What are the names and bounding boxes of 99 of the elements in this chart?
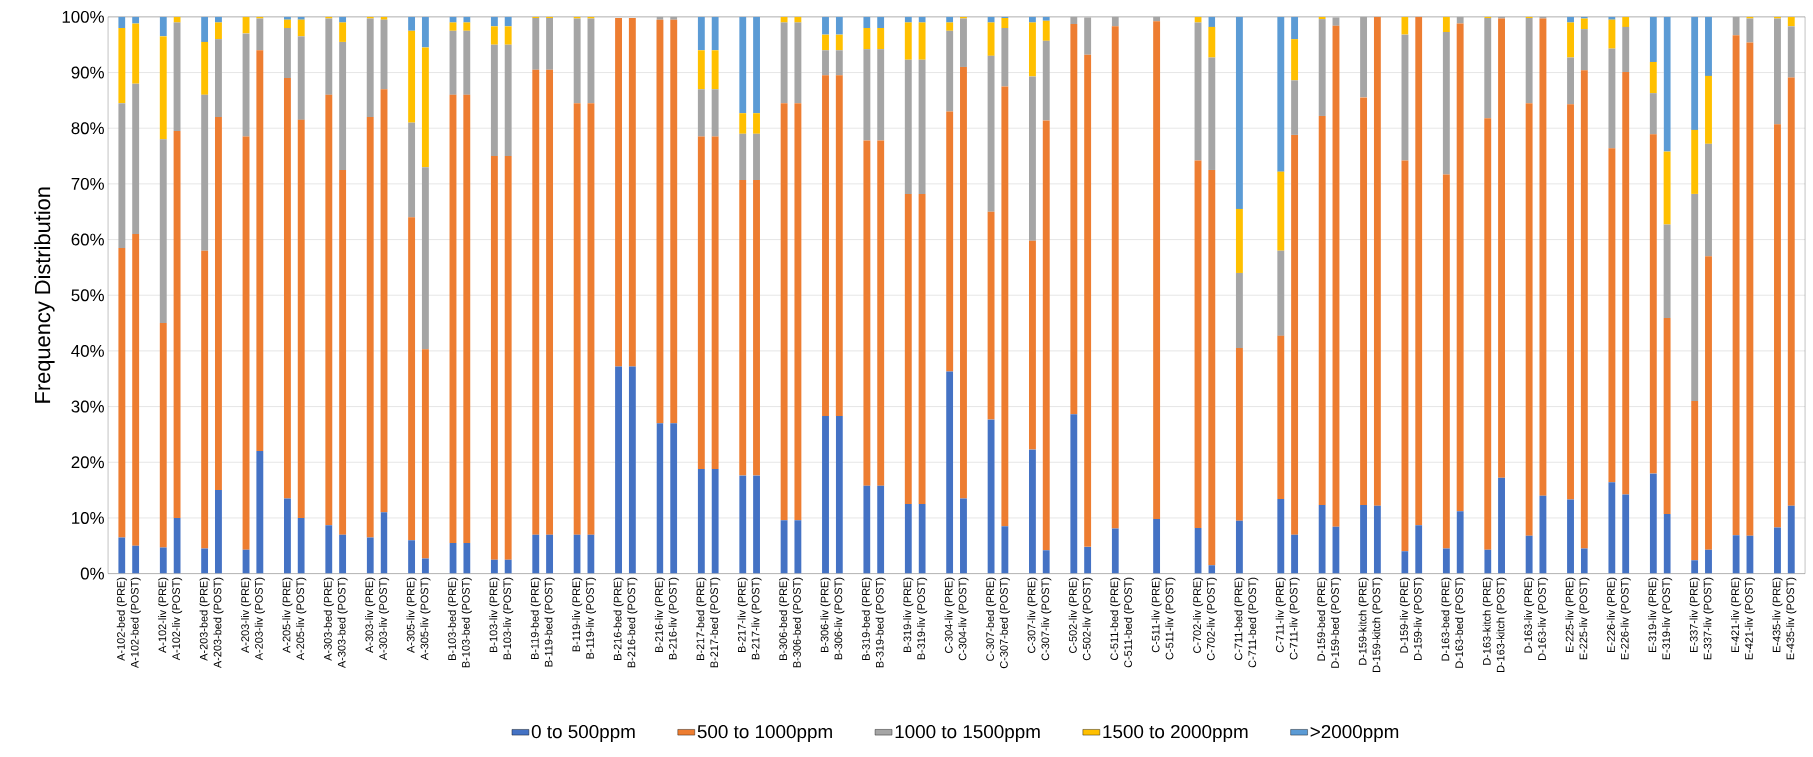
- x-tick-label: C-307-bed (POST): [999, 577, 1010, 669]
- x-tick-label: C-711-bed (POST): [1248, 577, 1259, 668]
- x-tick-label: B-319-liv (PRE): [903, 577, 914, 652]
- x-tick-label: E-337-liv (PRE): [1689, 577, 1700, 652]
- x-tick-label: A-205-liv (POST): [296, 577, 307, 661]
- x-tick-label: A-305-liv (POST): [420, 577, 431, 661]
- x-tick-label: D-159-bed (PRE): [1317, 577, 1328, 661]
- x-tick-label: A-203-liv (POST): [254, 577, 265, 661]
- legend-label: 500 to 1000ppm: [697, 724, 832, 742]
- x-tick-label: E-225-liv (PRE): [1565, 577, 1576, 652]
- x-tick-label: C-307-liv (POST): [1041, 577, 1052, 661]
- x-tick-label: A-102-liv (PRE): [158, 577, 169, 653]
- x-tick-label: C-511-liv (POST): [1165, 577, 1176, 660]
- x-tick-label: A-305-liv (PRE): [406, 577, 417, 653]
- x-tick-label: E-319-liv (POST): [1662, 577, 1673, 660]
- x-tick-label: D-163-liv (POST): [1537, 577, 1549, 660]
- y-tick-label: 40%: [71, 344, 104, 357]
- x-tick-label: C-511-bed (PRE): [1110, 577, 1121, 660]
- x-tick-label: C-511-liv (PRE): [1151, 577, 1162, 653]
- x-tick-label: B-103-liv (PRE): [489, 577, 500, 652]
- x-tick-label: D-159-liv (POST): [1413, 577, 1424, 660]
- y-tick-label: 100%: [62, 10, 104, 23]
- x-tick-label: A-102-bed (PRE): [116, 577, 127, 661]
- x-tick-label: E-435-liv (POST): [1786, 577, 1797, 660]
- x-tick-label: A-102-liv (POST): [171, 577, 183, 661]
- y-tick-label: 90%: [71, 66, 104, 79]
- x-tick-label: B-103-bed (PRE): [447, 577, 459, 660]
- y-tick-label: 50%: [71, 289, 104, 302]
- x-tick-label: C-511-bed (POST): [1123, 577, 1135, 668]
- y-tick-label: 80%: [71, 122, 104, 135]
- x-tick-label: C-307-liv (PRE): [1027, 577, 1038, 653]
- x-tick-label: D-163-kitch (PRE): [1482, 577, 1493, 665]
- x-tick-label: D-159-liv (PRE): [1399, 577, 1411, 653]
- x-tick-label: E-421-liv (PRE): [1731, 577, 1742, 652]
- x-tick-label: B-216-liv (PRE): [654, 577, 666, 652]
- x-tick-label: D-159-kitch (PRE): [1358, 577, 1369, 665]
- x-tick-label: E-421-liv (POST): [1744, 577, 1755, 660]
- x-tick-label: A-303-liv (PRE): [365, 577, 376, 653]
- y-tick-label: 10%: [72, 511, 104, 524]
- x-tick-label: E-226-liv (POST): [1620, 577, 1631, 660]
- x-tick-label: D-163-bed (POST): [1455, 577, 1466, 668]
- x-tick-label: B-306-liv (POST): [834, 577, 845, 660]
- x-tick-label: C-702-liv (PRE): [1192, 577, 1204, 653]
- x-tick-label: B-319-bed (PRE): [861, 577, 872, 660]
- x-tick-label: B-119-bed (PRE): [530, 577, 541, 660]
- x-tick-label: C-711-liv (POST): [1289, 577, 1300, 660]
- x-tick-label: C-702-liv (POST): [1206, 577, 1217, 661]
- x-tick-label: B-103-liv (POST): [503, 577, 514, 660]
- y-tick-label: 0%: [80, 567, 104, 580]
- legend-label: 1500 to 2000ppm: [1103, 724, 1248, 742]
- x-tick-label: A-102-bed (POST): [130, 577, 141, 668]
- x-tick-label: D-159-bed (POST): [1330, 577, 1342, 668]
- x-tick-label: B-217-liv (PRE): [737, 577, 748, 652]
- x-tick-label: A-303-bed (PRE): [323, 577, 334, 661]
- x-tick-label: E-319-liv (PRE): [1648, 577, 1659, 652]
- x-tick-label: C-502-liv (PRE): [1068, 577, 1079, 653]
- x-tick-label: A-303-bed (POST): [337, 577, 348, 668]
- y-tick-label: 70%: [71, 177, 104, 190]
- x-tick-label: B-217-bed (PRE): [696, 577, 707, 660]
- x-tick-label: B-306-bed (POST): [792, 577, 803, 668]
- x-tick-label: B-216-bed (PRE): [613, 577, 624, 660]
- x-tick-label: D-163-bed (PRE): [1441, 577, 1452, 661]
- x-tick-label: B-216-bed (POST): [627, 577, 638, 668]
- x-tick-label: C-307-bed (PRE): [985, 577, 997, 661]
- x-tick-label: C-711-liv (PRE): [1275, 577, 1286, 653]
- x-tick-label: A-203-liv (PRE): [240, 577, 252, 653]
- x-tick-label: B-119-liv (PRE): [572, 577, 583, 652]
- y-axis-title: Frequency Distribution: [34, 187, 55, 403]
- legend-label: 1000 to 1500ppm: [895, 724, 1040, 742]
- legend-label: 0 to 500ppm: [531, 724, 635, 742]
- x-tick-label: B-103-bed (POST): [461, 577, 472, 668]
- x-tick-label: E-337-liv (POST): [1703, 577, 1714, 660]
- x-tick-label: D-159-kitch (POST): [1372, 577, 1383, 672]
- x-tick-label: A-303-liv (POST): [378, 577, 390, 661]
- x-tick-label: D-163-kitch (POST): [1496, 577, 1507, 672]
- x-tick-label: B-119-liv (POST): [585, 577, 597, 659]
- x-tick-label: C-304-liv (PRE): [944, 577, 955, 653]
- x-tick-label: B-217-bed (POST): [710, 577, 721, 668]
- y-tick-label: 60%: [71, 233, 104, 246]
- x-tick-label: E-435-liv (PRE): [1772, 577, 1783, 652]
- x-tick-label: C-711-bed (PRE): [1234, 577, 1245, 660]
- x-tick-label: A-205-liv (PRE): [282, 577, 293, 653]
- x-tick-label: A-203-bed (PRE): [199, 577, 210, 661]
- x-tick-label: B-119-bed (POST): [544, 577, 555, 667]
- x-tick-label: B-319-liv (POST): [917, 577, 928, 660]
- x-tick-label: B-306-liv (PRE): [820, 577, 831, 652]
- x-tick-label: B-319-bed (POST): [875, 577, 886, 668]
- x-tick-label: A-203-bed (POST): [213, 577, 224, 668]
- x-tick-label: B-306-bed (PRE): [779, 577, 790, 660]
- y-tick-label: 30%: [71, 400, 104, 413]
- x-tick-label: B-216-liv (POST): [668, 577, 679, 660]
- x-tick-label: D-163-liv (PRE): [1524, 577, 1535, 653]
- x-tick-label: C-502-liv (POST): [1082, 577, 1093, 661]
- x-tick-label: C-304-liv (POST): [958, 577, 969, 661]
- x-tick-label: E-226-liv (PRE): [1606, 577, 1617, 652]
- x-tick-label: B-217-liv (POST): [751, 577, 762, 660]
- x-tick-label: E-225-liv (POST): [1579, 577, 1590, 660]
- legend-label: >2000ppm: [1310, 724, 1399, 742]
- y-tick-label: 20%: [71, 456, 104, 469]
